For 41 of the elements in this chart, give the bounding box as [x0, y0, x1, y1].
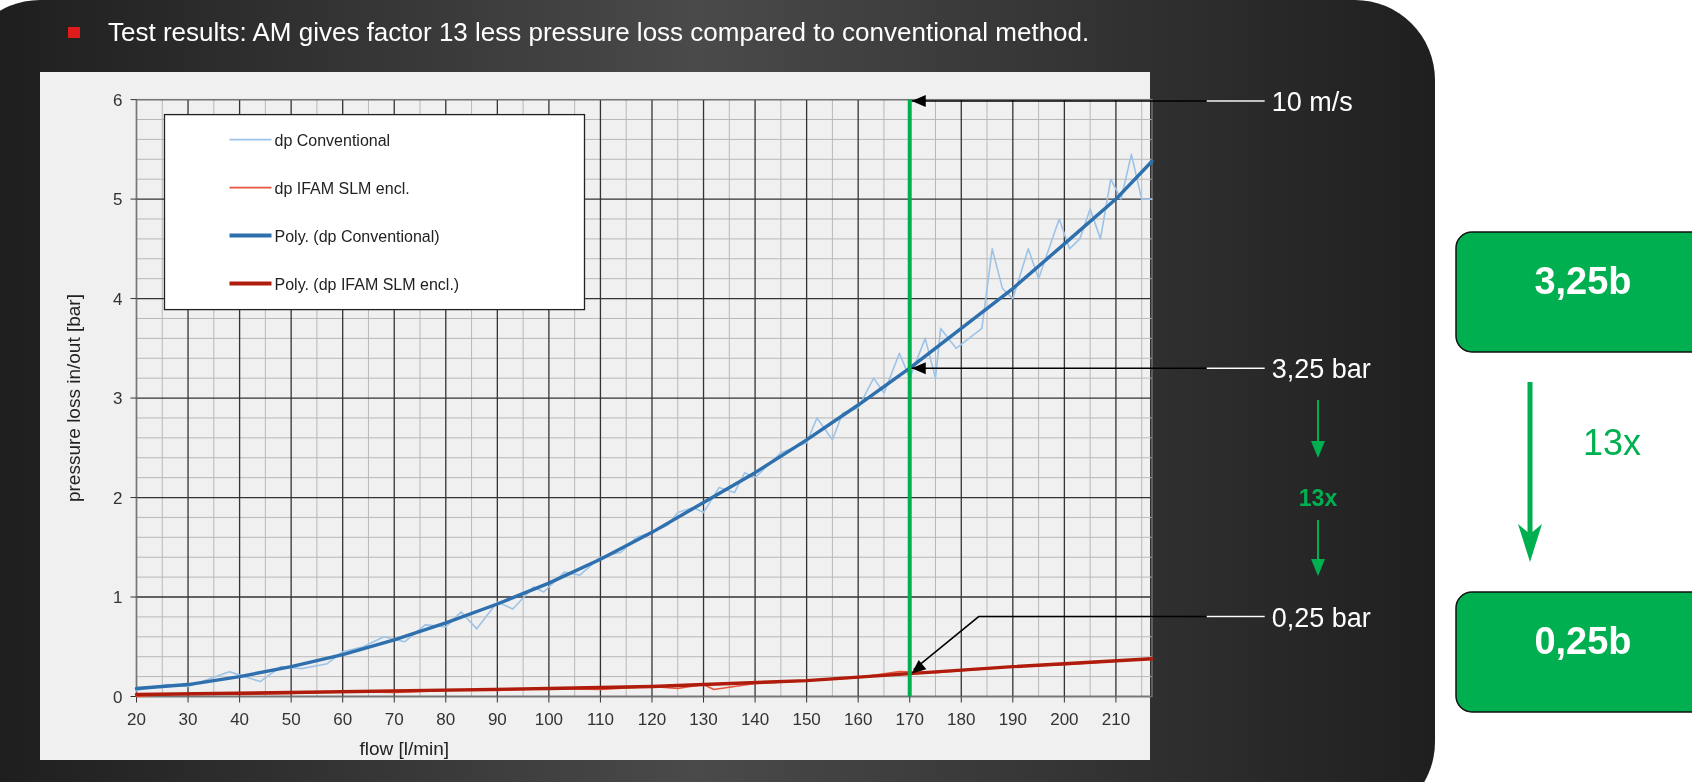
y-tick-label: 1 [113, 588, 123, 608]
y-axis-title: pressure loss in/out [bar] [63, 294, 84, 503]
annotation: 0,25 bar [1271, 602, 1371, 633]
x-tick-label: 160 [843, 709, 873, 729]
text: 10 m/s [1271, 87, 1353, 117]
x-tick-label: 40 [230, 709, 250, 729]
legend-label: dp Conventional [274, 131, 391, 149]
x-tick-label: 50 [281, 709, 301, 729]
x-tick-label: 170 [895, 709, 924, 729]
x-tick-label: 210 [1101, 709, 1131, 729]
text: 0,25b [1534, 620, 1632, 662]
y-tick-label: 5 [113, 190, 123, 210]
x-tick-label: 180 [947, 709, 976, 729]
text: 3,25b [1534, 260, 1632, 302]
x-tick-label: 100 [534, 709, 564, 729]
legend-label: Poly. (dp IFAM SLM encl.) [274, 275, 460, 293]
x-axis-title: flow [l/min] [359, 737, 450, 759]
legend-label: dp IFAM SLM encl. [274, 179, 410, 197]
annotation: 3,25 bar [1271, 354, 1371, 385]
x-tick-label: 200 [1050, 709, 1079, 729]
x-tick-label: 80 [436, 709, 456, 729]
x-tick-label: 120 [637, 709, 667, 729]
x-tick-label: 140 [740, 709, 770, 729]
x-tick-label: 190 [998, 709, 1028, 729]
y-tick-label: 2 [113, 488, 123, 508]
x-tick-label: 70 [384, 709, 404, 729]
y-tick-label: 4 [113, 289, 123, 309]
y-tick-label: 3 [113, 389, 123, 409]
x-tick-label: 30 [178, 709, 198, 729]
chart-title: Test results: AM gives factor 13 less pressure loss compared to conventional method. [108, 17, 1090, 47]
x-tick-label: 150 [792, 709, 821, 729]
y-tick-label: 6 [113, 90, 123, 110]
x-tick-label: 20 [127, 709, 146, 729]
x-tick-label: 110 [586, 709, 614, 729]
x-tick-label: 90 [487, 709, 507, 729]
text: 13x [1582, 422, 1642, 463]
x-tick-label: 130 [689, 709, 718, 729]
text: 13x [1298, 485, 1338, 511]
legend-label: Poly. (dp Conventional) [274, 227, 440, 245]
x-tick-label: 60 [333, 709, 353, 729]
y-tick-label: 0 [113, 687, 123, 707]
